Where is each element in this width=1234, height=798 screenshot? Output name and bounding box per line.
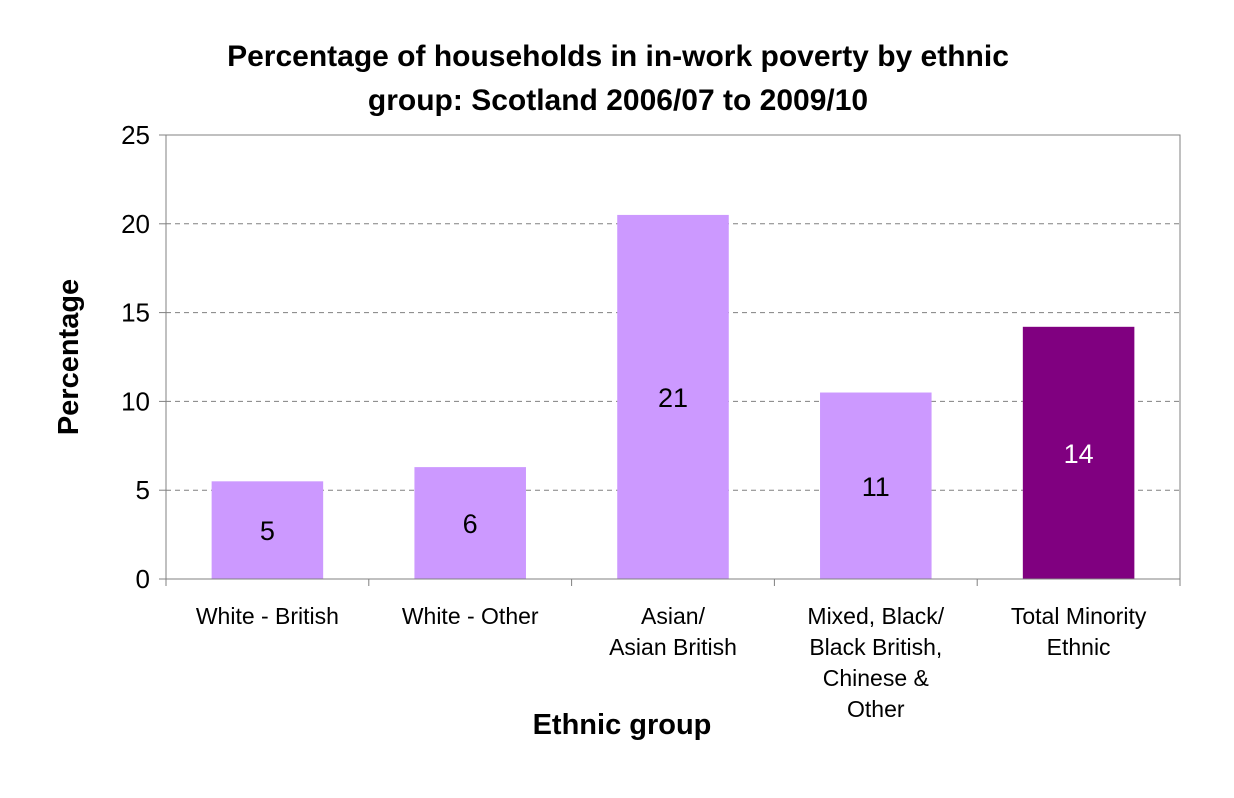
y-tick-labels: 0 5 10 15 20 25 bbox=[121, 120, 150, 594]
x-category-label-line: Black British, bbox=[809, 634, 942, 660]
y-tick-label: 25 bbox=[121, 120, 150, 150]
axes bbox=[159, 134, 1181, 586]
bar bbox=[1022, 326, 1135, 579]
x-category-label: Mixed, Black/Black British, Chinese & Othe… bbox=[807, 603, 944, 722]
y-axis-label: Percentage bbox=[53, 279, 85, 435]
data-label: 11 bbox=[862, 472, 890, 502]
data-label: 6 bbox=[463, 509, 478, 539]
data-label: 14 bbox=[1064, 439, 1094, 469]
x-category-label-line: Mixed, Black/ bbox=[807, 603, 944, 629]
chart-title-line-1: Percentage of households in in-work pove… bbox=[227, 40, 1009, 73]
x-axis-label: Ethnic group bbox=[533, 709, 712, 741]
x-category-label: Asian/Asian British bbox=[609, 603, 737, 660]
y-tick-label: 0 bbox=[136, 564, 150, 594]
bar bbox=[211, 481, 324, 579]
plot-area-border bbox=[165, 134, 1181, 580]
x-category-label: White - British bbox=[196, 603, 339, 629]
x-category-label-line: Chinese & bbox=[823, 665, 929, 691]
x-category-label-line: Ethnic bbox=[1047, 634, 1111, 660]
data-label: 21 bbox=[658, 383, 688, 413]
x-category-label-line: Asian/ bbox=[641, 603, 706, 629]
chart-title-line-2: group: Scotland 2006/07 to 2009/10 bbox=[368, 84, 868, 117]
x-category-label: Total Minority Ethnic bbox=[1011, 603, 1147, 660]
y-tick-label: 5 bbox=[136, 475, 150, 505]
y-tick-label: 15 bbox=[121, 298, 150, 328]
x-category-label-line: White - Other bbox=[402, 603, 539, 629]
bar bbox=[414, 467, 526, 579]
x-category-label-line: Total Minority bbox=[1011, 603, 1147, 629]
x-category-labels: White - British White - Other Asian/Asian … bbox=[196, 603, 1147, 722]
y-tick-label: 10 bbox=[121, 386, 150, 416]
x-category-label: White - Other bbox=[402, 603, 539, 629]
x-category-label-line: White - British bbox=[196, 603, 339, 629]
x-category-label-line: Other bbox=[847, 696, 905, 722]
bars: 5 6 21 11 14 bbox=[211, 214, 1135, 580]
bar bbox=[820, 392, 932, 579]
bar bbox=[617, 214, 729, 580]
y-tick-label: 20 bbox=[121, 209, 150, 239]
data-label: 5 bbox=[260, 516, 275, 546]
x-category-label-line: Asian British bbox=[609, 634, 737, 660]
